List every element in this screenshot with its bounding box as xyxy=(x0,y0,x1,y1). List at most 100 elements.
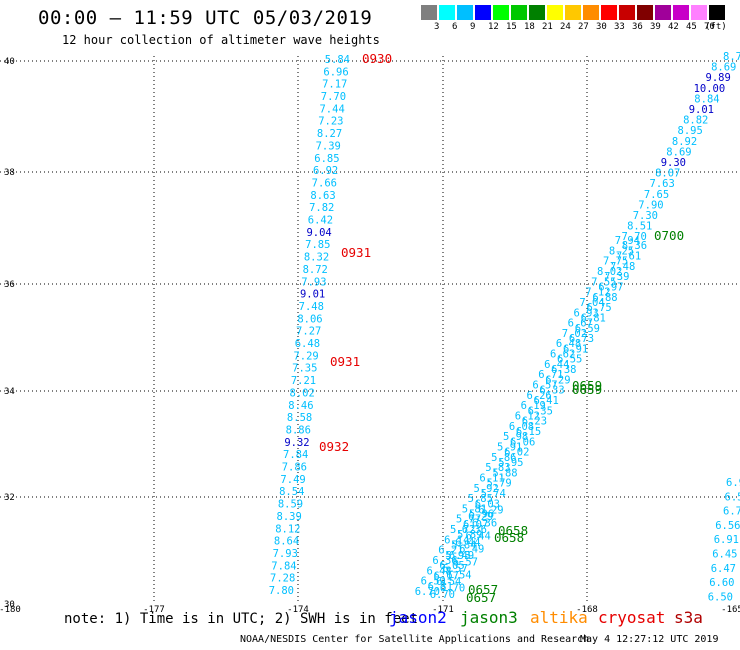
legend-swatch xyxy=(565,5,581,20)
wave-height-value: 7.48 xyxy=(610,261,635,273)
wave-height-value: 8.69 xyxy=(666,146,691,158)
wave-height-value: 8.86 xyxy=(286,424,311,436)
lon-label: -180 xyxy=(0,605,21,615)
legend-swatch xyxy=(439,5,455,20)
wave-height-value: 6.47 xyxy=(711,563,736,575)
wave-height-value: 9.04 xyxy=(306,227,331,239)
pass-time-label: 0932 xyxy=(319,439,349,454)
wave-height-value: 6.21 xyxy=(438,545,463,557)
wave-height-value: 8.27 xyxy=(317,128,342,140)
legend-unit: (ft) xyxy=(705,22,727,32)
wave-height-value: 6.75 xyxy=(586,302,611,314)
wave-height-value: 6.23 xyxy=(522,416,547,428)
wave-height-value: 6.54 xyxy=(446,570,471,582)
wave-height-value: 9.30 xyxy=(661,157,686,169)
legend-label: 36 xyxy=(632,22,643,32)
wave-height-value: 6.48 xyxy=(426,565,451,577)
legend-label: 21 xyxy=(542,22,553,32)
wave-height-value: 6.07 xyxy=(463,519,488,531)
wave-height-value: 8.07 xyxy=(655,168,680,180)
lon-label: -177 xyxy=(143,605,165,615)
wave-height-value: 7.44 xyxy=(319,103,344,115)
legend-swatch xyxy=(421,5,437,20)
wave-height-value: 6.59 xyxy=(421,576,446,588)
wave-height-value: 6.7 xyxy=(723,506,740,518)
wave-height-value: 7.63 xyxy=(650,178,675,190)
wave-height-value: 5.85 xyxy=(468,493,493,505)
pass-time-label: 0700 xyxy=(654,228,684,243)
wave-height-value: 8.25 xyxy=(609,245,634,257)
wave-height-value: 6.41 xyxy=(534,395,559,407)
wave-height-value: 6.81 xyxy=(581,312,606,324)
pass-time-label: 0931 xyxy=(330,354,360,369)
legend-label: 12 xyxy=(488,22,499,32)
wave-height-value: 7.93 xyxy=(273,548,298,560)
wave-height-value: 6.12 xyxy=(515,411,540,423)
lat-label: 30 xyxy=(4,600,15,610)
wave-height-value: 7.27 xyxy=(296,326,321,338)
wave-height-value: 6.08 xyxy=(509,421,534,433)
legend-label: 3 xyxy=(434,22,440,32)
legend-swatch xyxy=(601,5,617,20)
wave-height-value: 6.33 xyxy=(539,385,564,397)
legend-swatch xyxy=(619,5,635,20)
wave-height-value: 5.86 xyxy=(491,452,516,464)
wave-height-value: 8.39 xyxy=(277,511,302,523)
map-labels: 40 38 36 34 32 30-180 -177 -174 -171 -168 -165 5.84… xyxy=(0,51,740,615)
wave-height-value: 7.65 xyxy=(644,189,669,201)
wave-height-value: 6.29 xyxy=(478,505,503,517)
wave-height-value: 6.93 xyxy=(574,307,599,319)
wave-height-value: 6.06 xyxy=(510,436,535,448)
page-title: 00:00 – 11:59 UTC 05/03/2019 xyxy=(38,7,373,29)
wave-height-value: 8.7 xyxy=(723,51,740,63)
legend-label: 18 xyxy=(524,22,535,32)
wave-height-value: 6.91 xyxy=(563,343,588,355)
wave-height-value: 6.15 xyxy=(516,426,541,438)
wave-height-value: 8.72 xyxy=(303,264,328,276)
wave-height-value: 7.66 xyxy=(312,177,337,189)
wave-height-value: 7.02 xyxy=(562,328,587,340)
wave-height-value: 6.56 xyxy=(715,520,740,532)
wave-height-value: 6.73 xyxy=(569,333,594,345)
wave-height-value: 8.59 xyxy=(278,499,303,511)
wave-height-value: 6.97 xyxy=(598,281,623,293)
wave-height-value: 8.95 xyxy=(678,125,703,137)
wave-height-value: 6.38 xyxy=(551,364,576,376)
footnote: note: 1) Time is in UTC; 2) SWH is in fe… xyxy=(64,611,419,627)
wave-height-value: 5.95 xyxy=(498,457,523,469)
pass-time-label: 0659 xyxy=(572,382,602,397)
pass-time-label: 0659 xyxy=(572,378,602,393)
wave-height-value: 7.70 xyxy=(321,91,346,103)
wave-height-value: 8.82 xyxy=(683,115,708,127)
wave-height-value: 6.91 xyxy=(714,534,739,546)
wave-height-value: 8.06 xyxy=(297,313,322,325)
legend-label: 42 xyxy=(668,22,679,32)
wave-height-value: 5.84 xyxy=(451,540,476,552)
wave-height-value: 7.80 xyxy=(269,585,294,597)
wave-height-value: 6.36 xyxy=(472,518,497,530)
wave-height-value: 5.83 xyxy=(485,462,510,474)
wave-height-value: 8.46 xyxy=(288,400,313,412)
credit-line: NOAA/NESDIS Center for Satellite Applica… xyxy=(240,634,590,645)
lon-label: -165 xyxy=(721,605,740,615)
legend-label: 9 xyxy=(470,22,476,32)
wave-height-value: 6.70 xyxy=(440,583,465,595)
wave-height-value: 5.81 xyxy=(462,503,487,515)
wave-height-value: 5.77 xyxy=(456,514,481,526)
wave-height-value: 5.72 xyxy=(450,524,475,536)
wave-height-value: 5.88 xyxy=(492,467,517,479)
pass-time-label: 0658 xyxy=(498,523,528,538)
lon-label: -168 xyxy=(576,605,598,615)
wave-height-value: 7.84 xyxy=(283,449,308,461)
legend-swatch xyxy=(493,5,509,20)
wave-height-value: 7.86 xyxy=(282,462,307,474)
wave-height-value: 6.44 xyxy=(466,531,491,543)
wave-height-value: 6.71 xyxy=(538,369,563,381)
wave-height-value: 6.26 xyxy=(526,390,551,402)
legend-label: 6 xyxy=(452,22,458,32)
wave-height-value: 7.21 xyxy=(291,375,316,387)
wave-height-value: 8.02 xyxy=(290,387,315,399)
wave-height-value: 6.02 xyxy=(504,447,529,459)
wave-height-value: 6.55 xyxy=(557,354,582,366)
